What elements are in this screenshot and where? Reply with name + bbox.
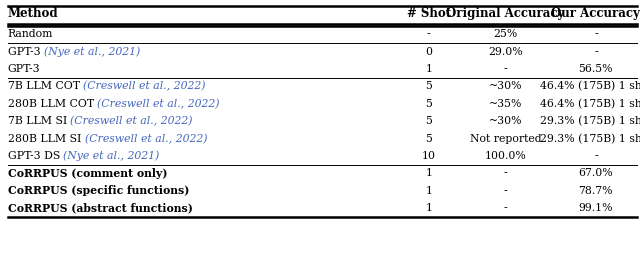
Text: Our Accuracy: Our Accuracy: [552, 7, 640, 20]
Text: ~30%: ~30%: [489, 116, 522, 126]
Text: -: -: [504, 168, 508, 178]
Text: 46.4% (175B) 1 shot: 46.4% (175B) 1 shot: [540, 81, 640, 92]
Text: GPT-3: GPT-3: [8, 47, 44, 57]
Text: (Nye et al., 2021): (Nye et al., 2021): [44, 46, 140, 57]
Text: 0: 0: [426, 47, 432, 57]
Text: -: -: [504, 64, 508, 74]
Text: 46.4% (175B) 1 shot: 46.4% (175B) 1 shot: [540, 99, 640, 109]
Text: ~35%: ~35%: [489, 99, 522, 109]
Text: 5: 5: [426, 82, 432, 91]
Text: 25%: 25%: [493, 29, 518, 39]
Text: (Creswell et al., 2022): (Creswell et al., 2022): [83, 81, 205, 92]
Text: 29.3% (175B) 1 shot: 29.3% (175B) 1 shot: [540, 116, 640, 126]
Text: -: -: [594, 151, 598, 161]
Text: 5: 5: [426, 116, 432, 126]
Text: CoRRPUS (abstract functions): CoRRPUS (abstract functions): [8, 203, 193, 214]
Text: # Shot: # Shot: [407, 7, 451, 20]
Text: -: -: [594, 47, 598, 57]
Text: (Creswell et al., 2022): (Creswell et al., 2022): [70, 116, 193, 126]
Text: 7B LLM SI: 7B LLM SI: [8, 116, 70, 126]
Text: Method: Method: [8, 7, 58, 20]
Text: 78.7%: 78.7%: [579, 186, 613, 196]
Text: 100.0%: 100.0%: [484, 151, 527, 161]
Text: 29.3% (175B) 1 shot: 29.3% (175B) 1 shot: [540, 133, 640, 144]
Text: -: -: [427, 29, 431, 39]
Text: Original Accuracy: Original Accuracy: [447, 7, 564, 20]
Text: 280B LLM SI: 280B LLM SI: [8, 134, 84, 144]
Text: 5: 5: [426, 99, 432, 109]
Text: (Nye et al., 2021): (Nye et al., 2021): [63, 151, 160, 161]
Text: 29.0%: 29.0%: [488, 47, 523, 57]
Text: -: -: [504, 203, 508, 213]
Text: 1: 1: [426, 186, 432, 196]
Text: 1: 1: [426, 64, 432, 74]
Text: ~30%: ~30%: [489, 82, 522, 91]
Text: CoRRPUS (comment only): CoRRPUS (comment only): [8, 168, 167, 179]
Text: 67.0%: 67.0%: [579, 168, 613, 178]
Text: (Creswell et al., 2022): (Creswell et al., 2022): [84, 133, 207, 144]
Text: Not reported: Not reported: [470, 134, 541, 144]
Text: 1: 1: [426, 168, 432, 178]
Text: -: -: [504, 186, 508, 196]
Text: 5: 5: [426, 134, 432, 144]
Text: 99.1%: 99.1%: [579, 203, 613, 213]
Text: GPT-3: GPT-3: [8, 64, 40, 74]
Text: CoRRPUS (specific functions): CoRRPUS (specific functions): [8, 185, 189, 196]
Text: -: -: [594, 29, 598, 39]
Text: GPT-3 DS: GPT-3 DS: [8, 151, 63, 161]
Text: 1: 1: [426, 203, 432, 213]
Text: 10: 10: [422, 151, 436, 161]
Text: 280B LLM COT: 280B LLM COT: [8, 99, 97, 109]
Text: (Creswell et al., 2022): (Creswell et al., 2022): [97, 99, 220, 109]
Text: 56.5%: 56.5%: [579, 64, 613, 74]
Text: 7B LLM COT: 7B LLM COT: [8, 82, 83, 91]
Text: Random: Random: [8, 29, 53, 39]
